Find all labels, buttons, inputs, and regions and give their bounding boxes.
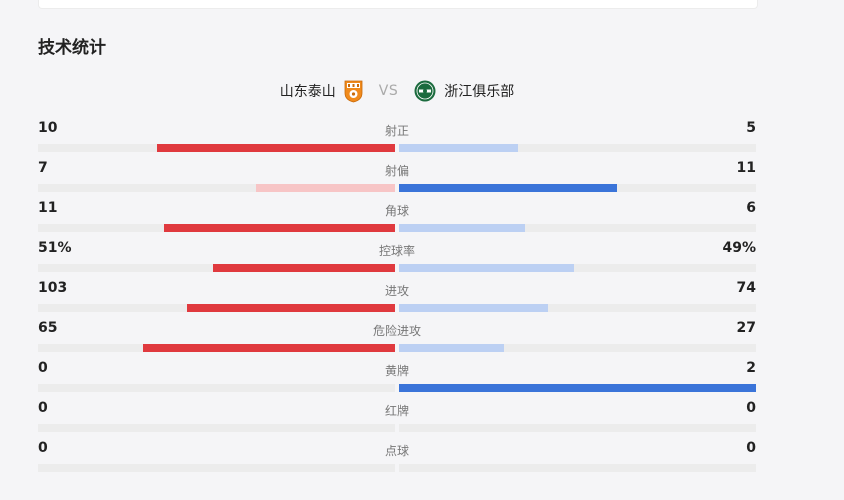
stat-row: 0 黄牌 2 bbox=[38, 360, 756, 394]
away-stat-value: 5 bbox=[746, 120, 756, 136]
home-stat-bar bbox=[157, 144, 395, 152]
teams-header: 山东泰山 VS 浙江俱乐部 bbox=[0, 78, 794, 104]
stat-label: 危险进攻 bbox=[372, 324, 421, 338]
away-stat-bar bbox=[399, 344, 504, 352]
away-stat-bar bbox=[399, 184, 617, 192]
stat-row: 65 危险进攻 27 bbox=[38, 320, 756, 354]
home-stat-track bbox=[38, 144, 395, 152]
home-stat-bar bbox=[143, 344, 395, 352]
home-stat-track bbox=[38, 224, 395, 232]
away-stat-value: 49% bbox=[722, 240, 756, 256]
home-stat-bar bbox=[256, 184, 395, 192]
away-stat-track bbox=[399, 224, 756, 232]
stat-row: 0 点球 0 bbox=[38, 440, 756, 474]
home-stat-track bbox=[38, 464, 395, 472]
away-stat-value: 2 bbox=[746, 360, 756, 376]
home-stat-value: 65 bbox=[38, 320, 58, 336]
away-team-name[interactable]: 浙江俱乐部 bbox=[444, 84, 515, 100]
away-stat-track bbox=[399, 144, 756, 152]
stat-label: 红牌 bbox=[384, 404, 409, 418]
stat-label: 射偏 bbox=[384, 164, 409, 178]
stat-label: 射正 bbox=[384, 124, 409, 138]
home-stat-value: 51% bbox=[38, 240, 72, 256]
stat-row: 7 射偏 11 bbox=[38, 160, 756, 194]
stat-row: 10 射正 5 bbox=[38, 120, 756, 154]
away-stat-track bbox=[399, 304, 756, 312]
stat-label: 角球 bbox=[384, 204, 409, 218]
home-stat-value: 0 bbox=[38, 360, 48, 376]
stat-label: 黄牌 bbox=[384, 364, 409, 378]
home-stat-value: 0 bbox=[38, 440, 48, 456]
stat-row: 0 红牌 0 bbox=[38, 400, 756, 434]
away-stat-bar bbox=[399, 384, 756, 392]
home-stat-track bbox=[38, 384, 395, 392]
home-stat-value: 0 bbox=[38, 400, 48, 416]
away-stat-track bbox=[399, 264, 756, 272]
home-stat-track bbox=[38, 264, 395, 272]
section-title: 技术统计 bbox=[38, 38, 106, 58]
vs-label: VS bbox=[378, 83, 399, 99]
stat-row: 103 进攻 74 bbox=[38, 280, 756, 314]
away-stat-value: 0 bbox=[746, 400, 756, 416]
away-stat-track bbox=[399, 384, 756, 392]
stat-row: 11 角球 6 bbox=[38, 200, 756, 234]
home-stat-track bbox=[38, 304, 395, 312]
away-stat-track bbox=[399, 464, 756, 472]
stat-label: 点球 bbox=[384, 444, 409, 458]
away-stat-value: 27 bbox=[736, 320, 756, 336]
away-stat-value: 11 bbox=[736, 160, 756, 176]
home-team-name[interactable]: 山东泰山 bbox=[279, 84, 336, 100]
home-stat-bar bbox=[187, 304, 395, 312]
away-stat-bar bbox=[399, 264, 574, 272]
stat-label: 进攻 bbox=[384, 284, 409, 298]
away-stat-bar bbox=[399, 144, 518, 152]
away-stat-bar bbox=[399, 304, 548, 312]
home-stat-bar bbox=[213, 264, 395, 272]
home-stat-track bbox=[38, 344, 395, 352]
home-stat-track bbox=[38, 424, 395, 432]
stat-row: 51% 控球率 49% bbox=[38, 240, 756, 274]
away-stat-track bbox=[399, 184, 756, 192]
away-stat-value: 6 bbox=[746, 200, 756, 216]
home-stat-value: 10 bbox=[38, 120, 58, 136]
away-stat-value: 0 bbox=[746, 440, 756, 456]
home-stat-bar bbox=[164, 224, 395, 232]
shandong-taishan-crest-icon[interactable] bbox=[344, 80, 363, 103]
home-stat-track bbox=[38, 184, 395, 192]
home-stat-value: 11 bbox=[38, 200, 58, 216]
zhejiang-club-crest-icon[interactable] bbox=[414, 80, 436, 102]
away-stat-track bbox=[399, 344, 756, 352]
away-stat-track bbox=[399, 424, 756, 432]
home-stat-value: 103 bbox=[38, 280, 68, 296]
stat-label: 控球率 bbox=[378, 244, 415, 258]
previous-card bbox=[38, 0, 758, 9]
away-stat-bar bbox=[399, 224, 525, 232]
away-stat-value: 74 bbox=[736, 280, 756, 296]
home-stat-value: 7 bbox=[38, 160, 48, 176]
